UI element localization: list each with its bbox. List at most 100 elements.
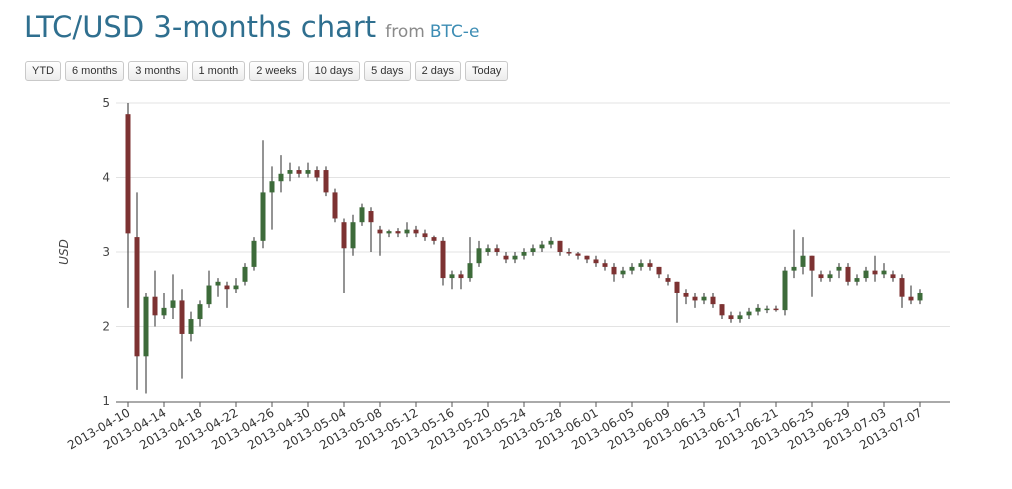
candle-body <box>206 285 212 305</box>
candle-body <box>899 278 905 297</box>
candle-body <box>251 240 257 267</box>
candle-body <box>782 270 788 311</box>
candle-body <box>359 207 365 223</box>
candle-body <box>467 263 473 279</box>
range-button-1-month[interactable]: 1 month <box>191 61 246 81</box>
candle-body <box>611 266 617 275</box>
candle-body <box>728 315 734 320</box>
candle-body <box>773 308 779 311</box>
candle-body <box>602 263 608 267</box>
candle-body <box>377 229 383 234</box>
candle-body <box>368 211 374 223</box>
candle-body <box>269 181 275 193</box>
range-button-10-days[interactable]: 10 days <box>307 61 361 81</box>
candle-body <box>827 274 833 279</box>
chart-title: LTC/USD 3-months chart <box>24 10 377 44</box>
candle-body <box>575 253 581 256</box>
candle-body <box>179 300 185 334</box>
candle-body <box>863 270 869 279</box>
candle-body <box>134 237 140 357</box>
candle-body <box>242 266 248 282</box>
candle-body <box>413 229 419 234</box>
candle-body <box>125 114 131 234</box>
candle-body <box>737 315 743 320</box>
candle-body <box>422 233 428 238</box>
candle-body <box>539 244 545 249</box>
candle-body <box>323 170 329 193</box>
y-tick-label: 1 <box>102 394 110 408</box>
candle-body <box>764 308 770 311</box>
y-tick-label: 4 <box>102 171 110 185</box>
candle-body <box>386 231 392 234</box>
candle-body <box>395 231 401 234</box>
candle-body <box>836 266 842 271</box>
candle-body <box>818 274 824 279</box>
candle-body <box>665 278 671 282</box>
chart-header: LTC/USD 3-months chart from BTC-e <box>24 10 479 44</box>
y-tick-label: 5 <box>102 96 110 110</box>
candle-body <box>188 319 194 334</box>
candle-body <box>620 270 626 275</box>
candle-body <box>350 222 356 249</box>
candle-body <box>647 263 653 267</box>
candle-body <box>215 281 221 286</box>
candle-body <box>458 274 464 279</box>
y-tick-label: 2 <box>102 320 110 334</box>
candle-body <box>746 311 752 316</box>
range-button-bar: YTD 6 months 3 months 1 month 2 weeks 10… <box>25 61 509 81</box>
candle-body <box>908 296 914 301</box>
y-axis-label: USD <box>57 239 71 265</box>
candle-body <box>485 248 491 252</box>
source-link[interactable]: BTC-e <box>429 22 480 42</box>
range-button-3-months[interactable]: 3 months <box>128 61 188 81</box>
range-button-5-days[interactable]: 5 days <box>364 61 411 81</box>
candle-body <box>278 173 284 182</box>
candle-body <box>548 240 554 245</box>
candle-body <box>692 296 698 301</box>
candle-body <box>296 170 302 174</box>
candle-body <box>593 259 599 264</box>
candle-body <box>440 240 446 279</box>
candle-body <box>287 170 293 174</box>
candle-body <box>332 192 338 219</box>
candle-body <box>341 222 347 249</box>
y-tick-label: 3 <box>102 245 110 259</box>
candle-body <box>503 255 509 260</box>
range-button-ytd[interactable]: YTD <box>25 61 61 81</box>
range-button-today[interactable]: Today <box>464 61 509 81</box>
candle-body <box>260 192 266 241</box>
candle-body <box>305 170 311 174</box>
candle-body <box>674 281 680 293</box>
candle-body <box>809 255 815 271</box>
candle-body <box>917 292 923 301</box>
candle-body <box>683 292 689 297</box>
candle-body <box>161 307 167 316</box>
candle-body <box>314 170 320 178</box>
candle-body <box>557 240 563 252</box>
candle-body <box>701 296 707 301</box>
candle-body <box>233 285 239 290</box>
candle-body <box>152 296 158 316</box>
candle-body <box>629 266 635 271</box>
candle-body <box>512 255 518 260</box>
candle-body <box>170 300 176 308</box>
candle-body <box>872 270 878 275</box>
candle-body <box>890 274 896 279</box>
candle-body <box>404 229 410 234</box>
candle-body <box>845 266 851 282</box>
candle-body <box>584 255 590 260</box>
candle-body <box>224 285 230 290</box>
candle-body <box>197 304 203 320</box>
candle-body <box>800 255 806 267</box>
candle-body <box>521 252 527 256</box>
candle-body <box>566 252 572 254</box>
range-button-2-weeks[interactable]: 2 weeks <box>249 61 304 81</box>
candle-body <box>656 266 662 275</box>
candle-body <box>476 248 482 264</box>
range-button-6-months[interactable]: 6 months <box>65 61 125 81</box>
candle-body <box>530 248 536 252</box>
candle-body <box>494 248 500 252</box>
candle-body <box>791 266 797 271</box>
range-button-2-days[interactable]: 2 days <box>414 61 461 81</box>
